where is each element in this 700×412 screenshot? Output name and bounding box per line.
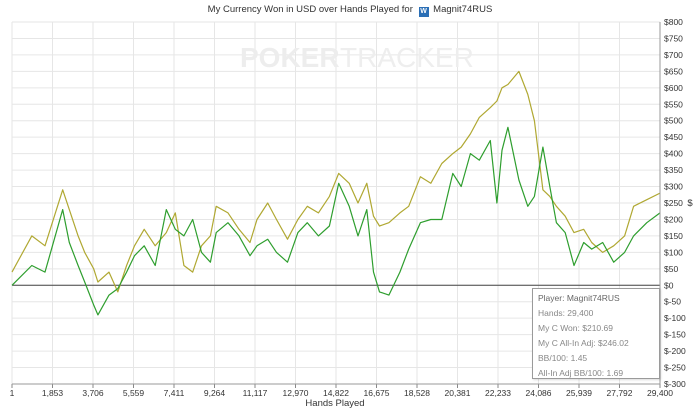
x-tick-label: 5,559 bbox=[123, 388, 145, 398]
y-tick-label: $-300 bbox=[664, 379, 686, 389]
chart-title: My Currency Won in USD over Hands Played… bbox=[0, 4, 700, 17]
y-tick-label: $150 bbox=[664, 231, 683, 241]
poker-site-icon: W bbox=[418, 7, 429, 17]
x-tick-label: 3,706 bbox=[82, 388, 104, 398]
x-tick-label: 11,117 bbox=[243, 388, 268, 398]
summary-bb100: BB/100: 1.45 bbox=[538, 353, 588, 363]
y-tick-label: $100 bbox=[664, 247, 683, 257]
x-tick-label: 22,233 bbox=[485, 388, 511, 398]
series-group bbox=[11, 70, 661, 316]
summary-hands: Hands: 29,400 bbox=[538, 308, 594, 318]
y-tick-label: $-150 bbox=[664, 330, 686, 340]
y-tick-label: $500 bbox=[664, 116, 683, 126]
y-tick-label: $800 bbox=[664, 17, 683, 27]
x-tick-label: 25,939 bbox=[566, 388, 592, 398]
y-tick-label: $400 bbox=[664, 149, 683, 159]
x-tick-label: 16,675 bbox=[364, 388, 390, 398]
y-tick-label: $-50 bbox=[664, 297, 681, 307]
chart-title-player: Magnit74RUS bbox=[433, 4, 493, 15]
axes: 1 1,853 3,706 5,559 7,411 9,264 11,117 12,970 14… bbox=[10, 17, 686, 398]
pokertracker-watermark: POKER TRACKER bbox=[240, 42, 474, 73]
summary-won: My C Won: $210.69 bbox=[538, 323, 613, 333]
series-line-my-c-all-in-adj bbox=[11, 70, 661, 293]
y-tick-label: $-100 bbox=[664, 313, 686, 323]
x-tick-label: 1 bbox=[10, 388, 15, 398]
watermark-poker-text: POKER bbox=[240, 42, 340, 73]
summary-allin-adj: My C All-In Adj: $246.02 bbox=[538, 338, 629, 348]
y-tick-label: $750 bbox=[664, 33, 683, 43]
y-tick-label: $450 bbox=[664, 132, 683, 142]
x-tick-label: 12,970 bbox=[283, 388, 309, 398]
chart-title-text: My Currency Won in USD over Hands Played… bbox=[207, 4, 413, 15]
x-tick-label: 29,400 bbox=[647, 388, 673, 398]
y-tick-label: $300 bbox=[664, 182, 683, 192]
x-tick-label: 14,822 bbox=[323, 388, 349, 398]
y-tick-label: $700 bbox=[664, 50, 683, 60]
y-axis-title: $ bbox=[687, 198, 693, 209]
y-tick-label: $350 bbox=[664, 165, 683, 175]
grid bbox=[11, 21, 661, 385]
summary-tooltip: Player: Magnit74RUS Hands: 29,400 My C W… bbox=[532, 288, 660, 379]
y-tick-label: $-250 bbox=[664, 363, 686, 373]
y-tick-label: $-200 bbox=[664, 346, 686, 356]
y-tick-label: $0 bbox=[664, 280, 674, 290]
x-tick-label: 1,853 bbox=[42, 388, 64, 398]
series-line-my-c-won bbox=[11, 126, 661, 316]
watermark-tracker-text: TRACKER bbox=[340, 42, 474, 73]
y-tick-label: $550 bbox=[664, 99, 683, 109]
x-tick-label: 27,792 bbox=[607, 388, 633, 398]
x-tick-label: 24,086 bbox=[526, 388, 552, 398]
x-tick-label: 20,381 bbox=[445, 388, 471, 398]
y-tick-label: $200 bbox=[664, 214, 683, 224]
y-tick-label: $50 bbox=[664, 264, 678, 274]
summary-player: Player: Magnit74RUS bbox=[538, 293, 620, 303]
y-tick-label: $250 bbox=[664, 198, 683, 208]
x-axis-title: Hands Played bbox=[305, 398, 364, 409]
y-tick-label: $600 bbox=[664, 83, 683, 93]
x-tick-label: 9,264 bbox=[204, 388, 226, 398]
x-tick-label: 18,528 bbox=[404, 388, 430, 398]
x-tick-label: 7,411 bbox=[164, 388, 185, 398]
y-tick-label: $650 bbox=[664, 66, 683, 76]
summary-allin-bb100: All-In Adj BB/100: 1.69 bbox=[538, 368, 624, 378]
